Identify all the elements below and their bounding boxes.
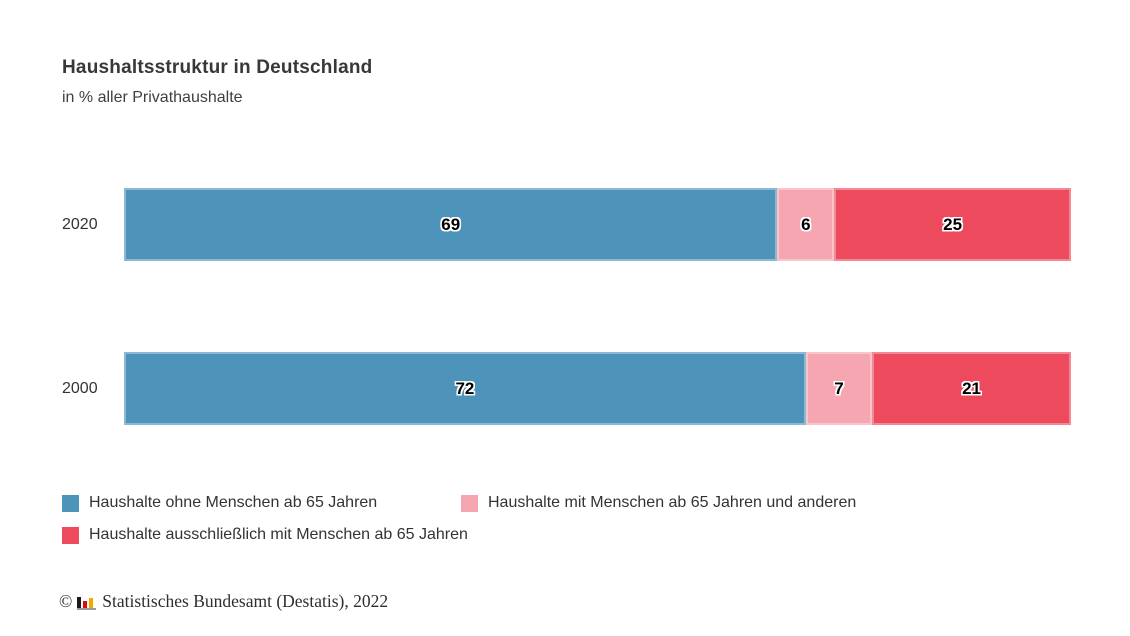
logo-bar-black <box>77 596 82 608</box>
bar-value-label: 25 <box>943 214 963 234</box>
bar-value-label: 21 <box>962 378 981 398</box>
category-label-2000: 2000 <box>62 380 98 397</box>
destatis-logo-icon <box>77 594 97 610</box>
legend-swatch-pink <box>461 494 478 512</box>
legend-swatch-blue <box>62 494 79 512</box>
legend-item-mit-menschen-65-und-anderen: Haushalte mit Menschen ab 65 Jahren und … <box>461 494 856 512</box>
legend-label: Haushalte ohne Menschen ab 65 Jahren <box>89 494 378 511</box>
bar-value-label: 7 <box>834 378 844 398</box>
bar-segment-2000-series0: 72 <box>124 352 806 425</box>
bar-row-2020: 69 6 25 <box>124 188 1071 261</box>
legend-label: Haushalte mit Menschen ab 65 Jahren und … <box>488 494 857 511</box>
bar-segment-2000-series1: 7 <box>805 352 873 425</box>
bar-value-label: 69 <box>441 214 461 234</box>
source-attribution: © Statistisches Bundesamt (Destatis), 20… <box>59 591 388 612</box>
logo-baseline <box>77 607 97 610</box>
chart-subtitle: in % aller Privathaushalte <box>62 89 243 106</box>
bar-segment-2020-series2: 25 <box>834 188 1071 261</box>
source-text: Statistisches Bundesamt (Destatis), 2022 <box>102 591 389 611</box>
legend-swatch-red <box>62 526 79 544</box>
bar-segment-2020-series1: 6 <box>777 188 835 261</box>
logo-bar-gold <box>89 597 94 608</box>
copyright-symbol: © <box>59 591 73 611</box>
legend-label: Haushalte ausschließlich mit Menschen ab… <box>89 526 468 543</box>
logo-bar-red <box>83 600 88 608</box>
bar-segment-2000-series2: 21 <box>872 352 1071 425</box>
bar-value-label: 6 <box>801 214 811 234</box>
legend-item-ausschliesslich-menschen-65: Haushalte ausschließlich mit Menschen ab… <box>62 526 468 544</box>
bar-segment-2020-series0: 69 <box>124 188 778 261</box>
bar-value-label: 72 <box>455 378 475 398</box>
legend-item-ohne-menschen-65: Haushalte ohne Menschen ab 65 Jahren <box>62 494 377 512</box>
bar-row-2000: 72 7 21 <box>124 352 1071 425</box>
chart-title: Haushaltsstruktur in Deutschland <box>62 57 373 78</box>
category-label-2020: 2020 <box>62 216 98 233</box>
